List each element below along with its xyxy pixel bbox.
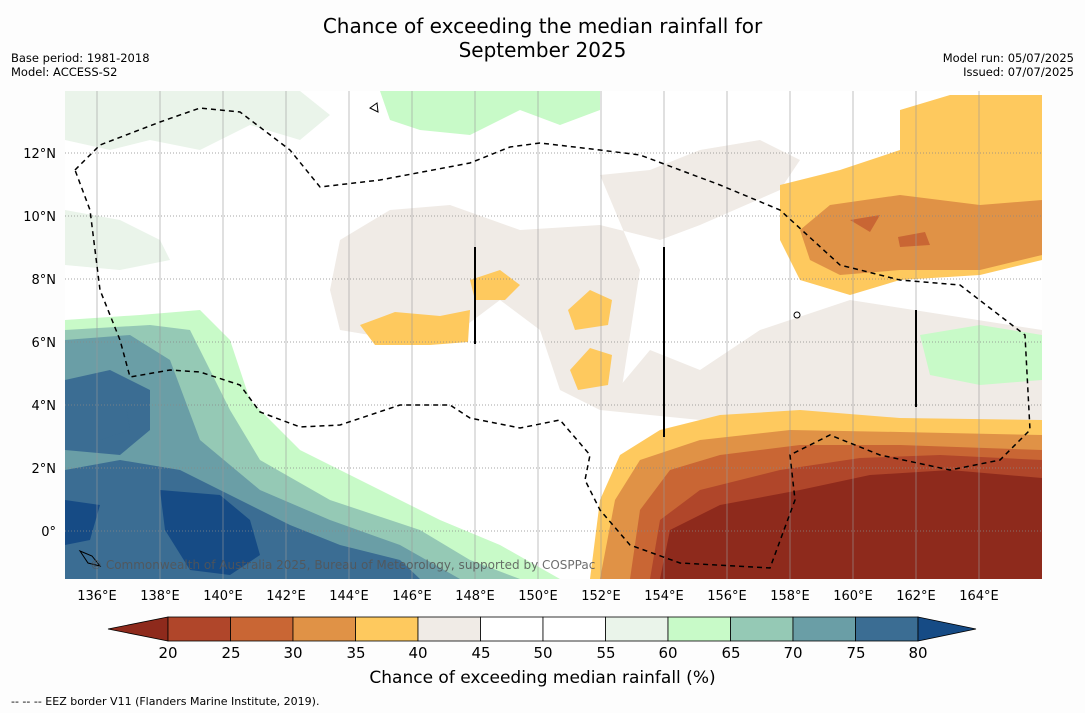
lon-label: 162°E [896,589,936,604]
colorbar-tick: 60 [658,644,678,662]
lon-label: 160°E [833,589,873,604]
colorbar-tick: 30 [283,644,303,662]
region-45-50 [330,140,800,410]
boundary-ticks [474,247,917,437]
lon-label: 138°E [140,589,180,604]
colorbar-segment [292,616,356,642]
islands [78,102,801,567]
lon-gridlines [96,91,980,579]
colorbar-segment [167,616,231,642]
lat-label: 12°N [23,147,56,162]
colorbar-tick: 45 [471,644,491,662]
colorbar-segment [480,616,544,642]
meta-left: Base period: 1981-2018 Model: ACCESS-S2 [11,51,150,79]
model-run: Model run: 05/07/2025 [942,51,1074,65]
colorbar-tick: 40 [408,644,428,662]
lat-labels: 12°N 10°N 8°N 6°N 4°N 2°N 0° [23,147,56,540]
lon-label: 150°E [518,589,558,604]
green-patch-east [920,325,1042,385]
title-line-2: September 2025 [458,38,627,62]
colorbar-tick: 65 [721,644,741,662]
region-45-50-b [600,300,1042,420]
lon-labels: 136°E 138°E 140°E 142°E 144°E 146°E 148°… [77,589,999,604]
lat-label: 10°N [23,210,56,225]
region-below-20 [660,470,1042,579]
eez-footnote: -- -- -- EEZ border V11 (Flanders Marine… [11,695,320,708]
lon-label: 144°E [329,589,369,604]
colorbar-tick: 50 [533,644,553,662]
colorbar-title: Chance of exceeding median rainfall (%) [369,668,716,688]
lat-label: 2°N [32,462,57,477]
base-period: Base period: 1981-2018 [11,51,150,65]
colorbar-tick: 25 [221,644,241,662]
colorbar-segment [605,616,669,642]
colorbar-tick: 35 [346,644,366,662]
colorbar-segment [792,616,856,642]
meta-right: Model run: 05/07/2025 Issued: 07/07/2025 [943,51,1074,79]
colorbar-tick: 55 [596,644,616,662]
colorbar-segment [730,616,794,642]
lon-label: 154°E [644,589,684,604]
map-field [65,91,1042,579]
copyright-notice: © Commonwealth of Australia 2025, Bureau… [90,558,596,572]
colorbar-segment [417,616,481,642]
lat-label: 6°N [32,336,57,351]
yellow-patch-1 [360,310,470,345]
title-line-1: Chance of exceeding the median rainfall … [322,14,763,38]
region-80-c [160,490,260,575]
lat-gridlines [65,152,1042,532]
lat-label: 0° [41,525,56,540]
colorbar [107,616,977,642]
lon-label: 156°E [707,589,747,604]
chart-title: Chance of exceeding the median rainfall … [0,14,1085,62]
colorbar-tick: 75 [846,644,866,662]
lon-label: 158°E [770,589,810,604]
lon-label: 142°E [266,589,306,604]
lon-label: 136°E [77,589,117,604]
lon-label: 140°E [203,589,243,604]
colorbar-segment [230,616,294,642]
colorbar-tick: 70 [783,644,803,662]
colorbar-segment [667,616,731,642]
colorbar-tick: 80 [908,644,928,662]
region-60-65 [65,91,330,150]
lon-label: 146°E [392,589,432,604]
lon-label: 148°E [455,589,495,604]
colorbar-segment [542,616,606,642]
colorbar-extend-low [107,616,169,642]
lon-label: 152°E [581,589,621,604]
lat-label: 8°N [32,273,57,288]
lon-label: 164°E [959,589,999,604]
region-65-70 [380,91,600,135]
issued-date: Issued: 07/07/2025 [963,65,1074,79]
lat-label: 4°N [32,399,57,414]
colorbar-segment [355,616,419,642]
colorbar-segment [855,616,919,642]
colorbar-tick: 20 [158,644,178,662]
colorbar-extend-high [917,616,977,642]
eez-border [74,107,1031,569]
model-name: Model: ACCESS-S2 [11,65,118,79]
